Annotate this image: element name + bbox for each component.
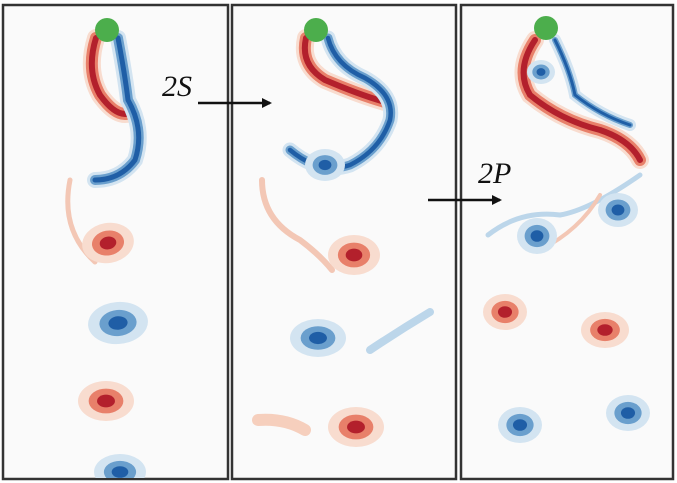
vortex-core	[612, 205, 625, 216]
transition-label: 2P	[478, 157, 511, 190]
vortex-core	[347, 421, 365, 434]
vortex-core	[97, 395, 115, 408]
vortex-core	[498, 306, 512, 318]
vortex-core	[513, 419, 527, 431]
vortex-core	[112, 466, 129, 478]
vortex-core	[537, 68, 546, 76]
vortex-core	[346, 249, 363, 262]
cylinder	[304, 18, 328, 42]
vortex-core	[309, 332, 327, 344]
vortex-core	[597, 324, 612, 336]
cylinder	[95, 18, 119, 42]
vortex-core	[319, 160, 332, 170]
page: 2S 2P (() => { const data = JSON.parse(d…	[0, 0, 677, 483]
cylinder	[534, 16, 558, 40]
vortex-core	[621, 407, 635, 419]
transition-label: 2S	[162, 70, 192, 103]
wake-figure: 2S 2P	[0, 0, 677, 483]
vortex-core	[531, 230, 544, 242]
